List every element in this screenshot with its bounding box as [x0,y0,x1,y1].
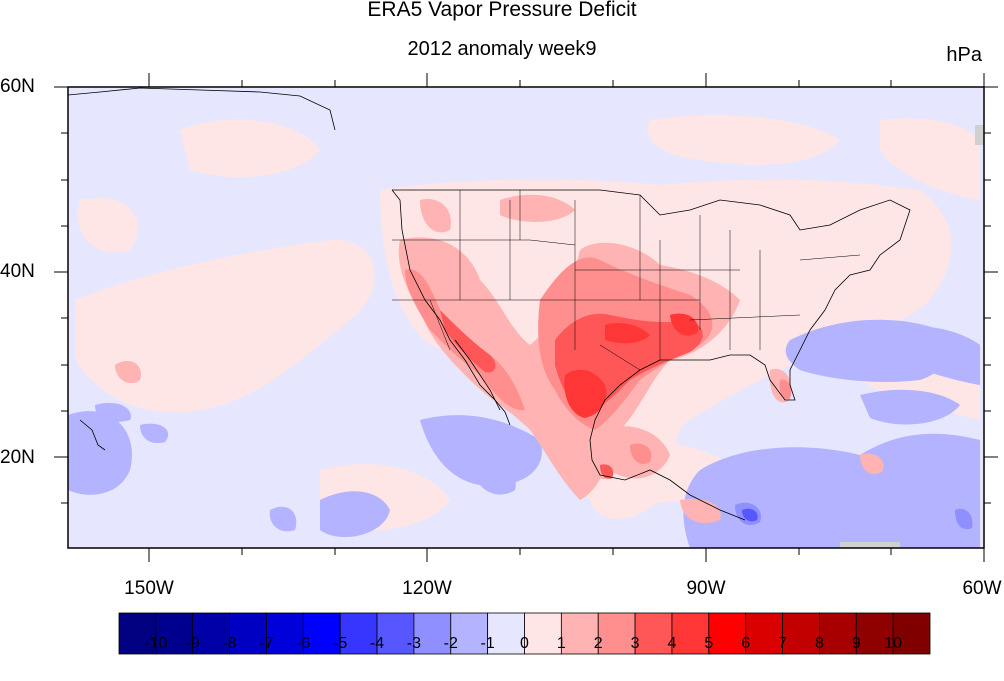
colorbar-swatch [155,612,194,655]
colorbar-swatch [855,612,894,655]
axis-ticks [54,73,998,562]
lon-label-90w: 90W [686,578,726,599]
map-field [68,87,984,548]
units-label: hPa [946,44,982,66]
colorbar-tick-label: 2 [593,635,603,652]
colorbar-swatch [782,612,820,655]
chart-title: ERA5 Vapor Pressure Deficit [367,0,637,21]
colorbar-tick-label: -10 [144,635,168,652]
colorbar-swatch [450,612,489,655]
chart-subtitle: 2012 anomaly week9 [407,38,597,60]
colorbar-swatch [892,612,931,655]
colorbar-tick-label: -3 [406,635,422,652]
colorbar-tick-label: 4 [667,635,677,652]
lat-label-60n: 60N [0,76,35,97]
lat-label-40n: 40N [0,261,35,282]
colorbar-swatch [819,612,857,655]
coastlines [68,87,911,521]
colorbar-swatch [671,612,710,655]
colorbar-tick-label: -5 [333,635,348,652]
colorbar [118,612,931,655]
colorbar-tick-label: 7 [778,635,787,652]
colorbar-tick-label: 9 [851,635,861,652]
colorbar-swatch [376,612,415,655]
colorbar-tick-label: -9 [185,635,200,652]
lon-label-120w: 120W [402,578,452,599]
colorbar-tick-label: -6 [296,635,311,652]
state-borders [392,190,861,371]
colorbar-swatch [524,612,562,655]
colorbar-tick-label: -1 [480,635,495,652]
colorbar-tick-label: -8 [222,635,237,652]
colorbar-swatch [266,612,304,655]
colorbar-tick-label: 1 [556,635,566,652]
lon-label-150w: 150W [124,578,174,599]
colorbar-tick-label: 6 [741,635,751,652]
colorbar-swatch [597,612,636,655]
missing-data-patch-east [975,125,984,145]
colorbar-tick-label: 3 [630,635,640,652]
colorbar-swatch [634,612,673,655]
colorbar-tick-label: 0 [520,635,529,652]
colorbar-swatch [560,612,599,655]
anomaly-4-5-regions [564,313,699,418]
colorbar-swatch [229,612,267,655]
colorbar-swatch [487,612,525,655]
missing-data-patch [840,542,900,548]
colorbar-swatch [745,612,783,655]
colorbar-tick-label: 10 [884,635,903,652]
colorbar-swatch [118,612,157,655]
colorbar-tick-label: -2 [443,635,458,652]
colorbar-swatch [708,612,747,655]
colorbar-tick-label: 5 [704,635,714,652]
colorbar-swatch [339,612,378,655]
colorbar-tick-label: -4 [369,635,385,652]
colorbar-tick-label: -7 [259,635,274,652]
lat-label-20n: 20N [0,447,35,468]
lon-label-60w: 60W [962,578,1002,599]
anomaly-minus4-minus3-regions [742,508,758,522]
colorbar-swatch [413,612,452,655]
colorbar-tick-label: 8 [814,635,824,652]
